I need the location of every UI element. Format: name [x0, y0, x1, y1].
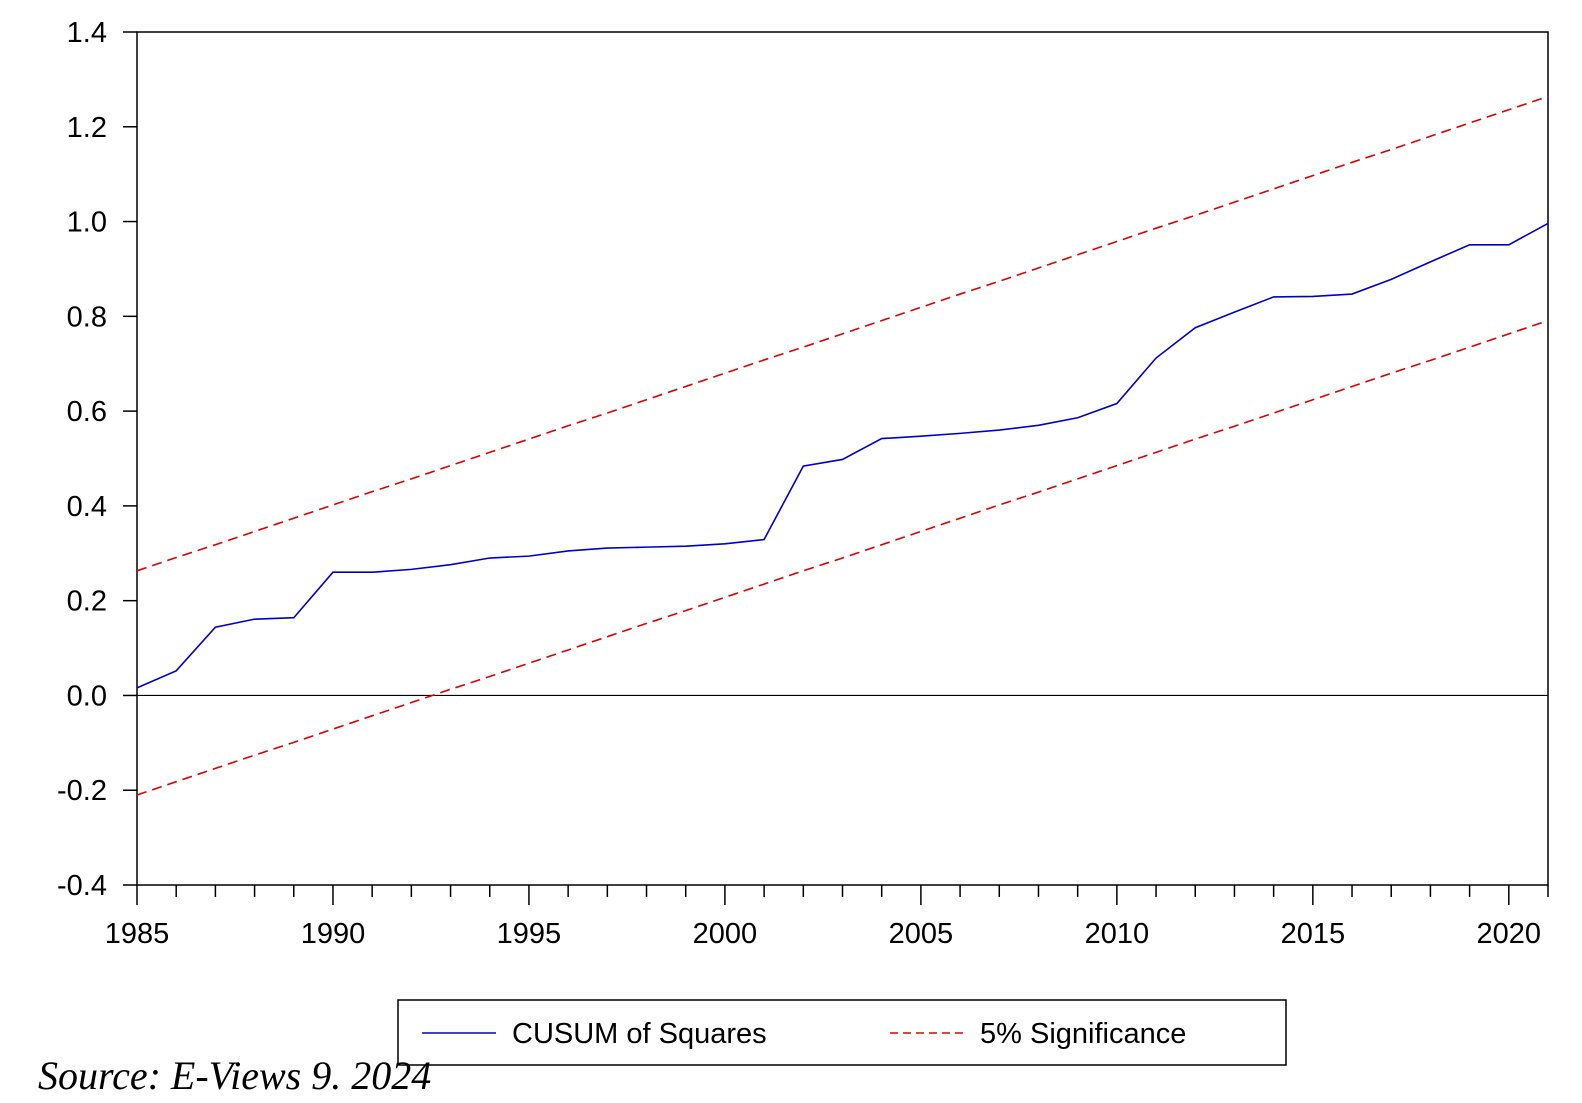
upper-significance-line — [136, 95, 1549, 572]
y-tick-label: 1.0 — [67, 207, 107, 239]
y-tick-label: 0.8 — [67, 301, 107, 333]
lower-significance-line — [136, 319, 1549, 796]
y-tick-label: 0.2 — [67, 586, 107, 618]
x-tick-label: 1995 — [497, 918, 562, 950]
y-tick-label: 0.4 — [67, 491, 107, 523]
legend-label-cusum: CUSUM of Squares — [512, 1018, 767, 1050]
y-axis: -0.4 -0.2 0.0 0.2 0.4 0.6 0.8 1.0 1.2 1.4 — [57, 17, 137, 902]
source-note: Source: E-Views 9. 2024 — [38, 1053, 432, 1098]
y-tick-label: 0.0 — [67, 680, 107, 712]
x-tick-label: 2015 — [1281, 918, 1346, 950]
legend-label-significance: 5% Significance — [980, 1018, 1186, 1050]
x-tick-label: 2005 — [889, 918, 954, 950]
series-lines — [136, 95, 1549, 796]
x-tick-label: 2020 — [1477, 918, 1542, 950]
y-tick-label: 1.4 — [67, 17, 107, 49]
plot-frame — [136, 31, 1549, 886]
y-tick-label: 1.2 — [67, 112, 107, 144]
x-tick-label: 1990 — [301, 918, 366, 950]
cusum-line — [136, 222, 1549, 689]
x-tick-label: 2010 — [1085, 918, 1150, 950]
y-tick-label: -0.2 — [57, 775, 107, 807]
y-tick-label: -0.4 — [57, 870, 107, 902]
legend: CUSUM of Squares 5% Significance — [397, 999, 1287, 1066]
x-tick-label: 2000 — [693, 918, 758, 950]
x-axis: 1985 1990 1995 2000 2005 2010 2015 2020 — [105, 885, 1549, 950]
legend-box — [397, 999, 1287, 1066]
x-tick-label: 1985 — [105, 918, 170, 950]
plot-border — [136, 31, 1549, 886]
y-tick-label: 0.6 — [67, 396, 107, 428]
